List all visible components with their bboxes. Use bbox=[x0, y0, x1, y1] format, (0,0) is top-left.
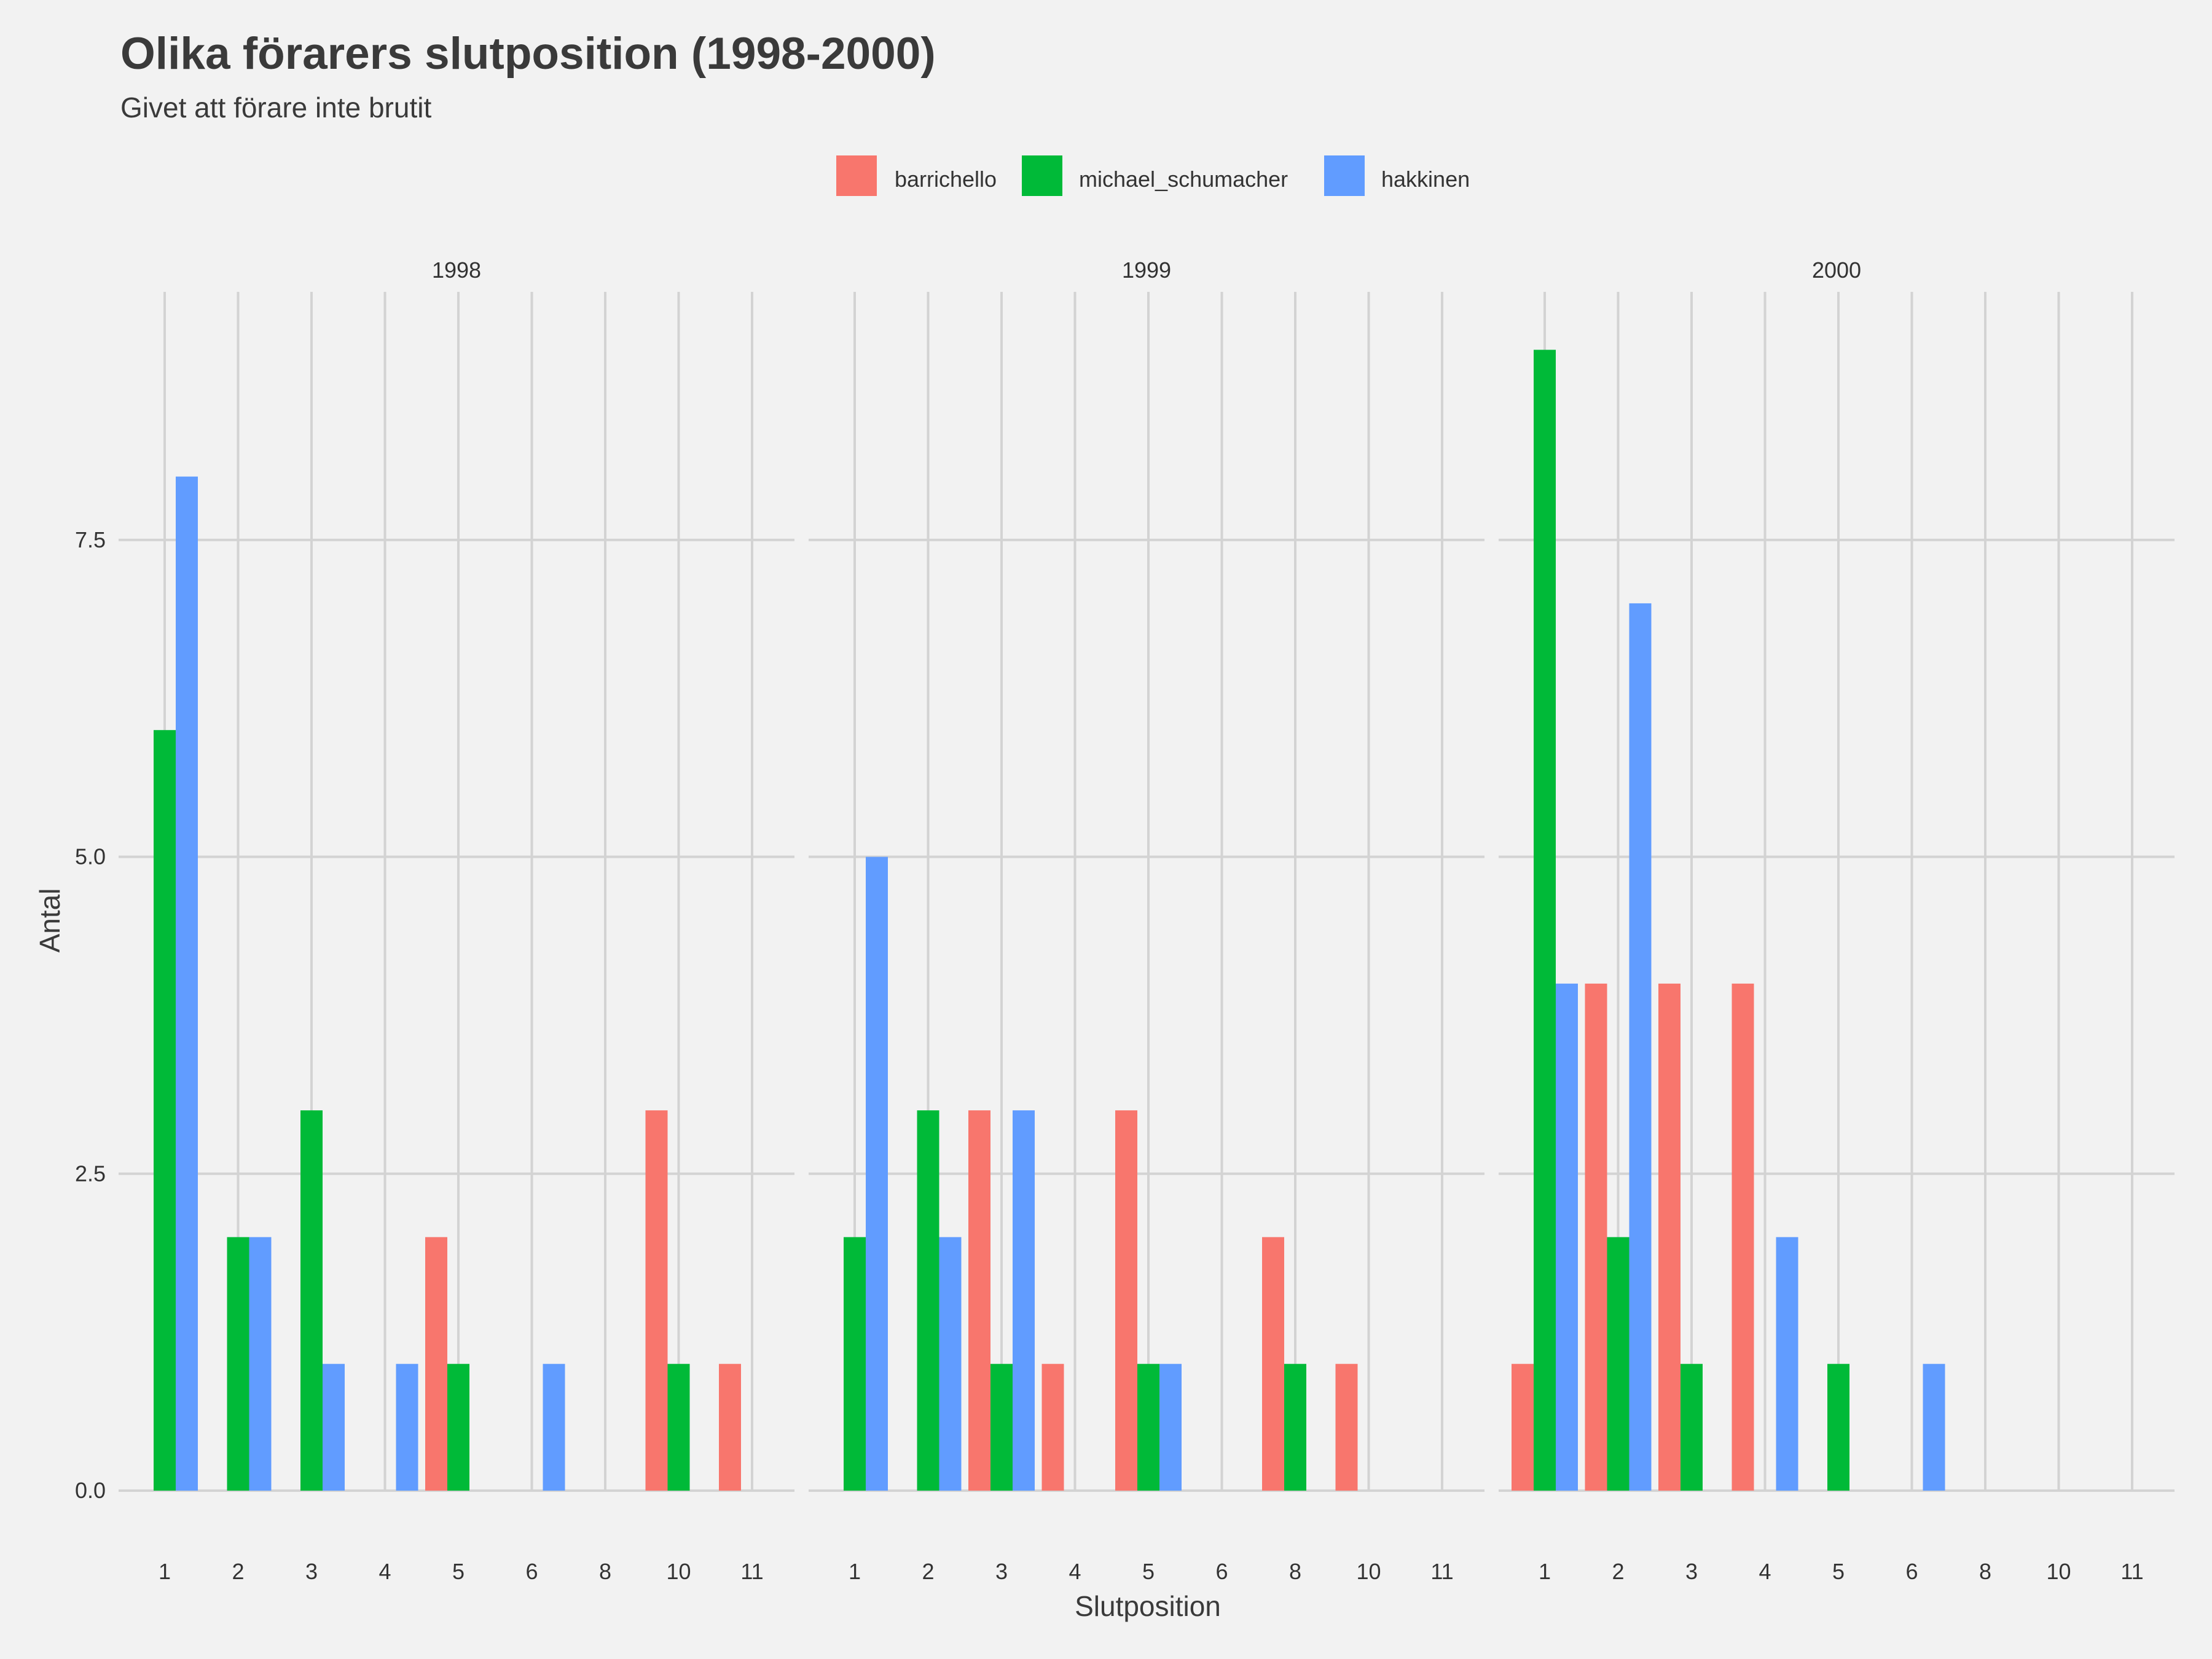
facet-label-2000: 2000 bbox=[1812, 257, 1861, 283]
x-tick-label: 2 bbox=[1612, 1559, 1624, 1584]
bar-michael_schumacher-1999-pos8 bbox=[1284, 1363, 1306, 1491]
x-tick-label: 10 bbox=[2046, 1559, 2071, 1584]
y-tick-label: 0.0 bbox=[75, 1478, 106, 1503]
x-tick-label: 6 bbox=[525, 1559, 538, 1584]
x-tick-label: 3 bbox=[995, 1559, 1008, 1584]
x-tick-label: 11 bbox=[2120, 1559, 2143, 1584]
bar-michael_schumacher-1999-pos2 bbox=[917, 1110, 939, 1491]
bar-barrichello-2000-pos3 bbox=[1658, 983, 1681, 1491]
bar-barrichello-1999-pos10 bbox=[1335, 1363, 1358, 1491]
legend-swatch-hakkinen bbox=[1324, 155, 1365, 196]
bar-hakkinen-1999-pos1 bbox=[866, 857, 888, 1491]
bar-barrichello-1998-pos10 bbox=[645, 1110, 668, 1491]
bar-barrichello-1999-pos3 bbox=[968, 1110, 990, 1491]
x-tick-label: 8 bbox=[1979, 1559, 1991, 1584]
bar-michael_schumacher-1998-pos3 bbox=[300, 1110, 323, 1491]
bar-michael_schumacher-1999-pos3 bbox=[990, 1363, 1013, 1491]
bar-michael_schumacher-1998-pos10 bbox=[667, 1363, 690, 1491]
bar-barrichello-2000-pos2 bbox=[1585, 983, 1607, 1491]
bar-michael_schumacher-1999-pos5 bbox=[1137, 1363, 1159, 1491]
legend: barrichello michael_schumacher hakkinen bbox=[836, 155, 1470, 196]
x-tick-label: 5 bbox=[452, 1559, 465, 1584]
bar-barrichello-2000-pos4 bbox=[1732, 983, 1754, 1491]
x-tick-label: 4 bbox=[1069, 1559, 1081, 1584]
y-tick-label: 5.0 bbox=[75, 844, 106, 869]
x-tick-label: 2 bbox=[232, 1559, 244, 1584]
bar-hakkinen-2000-pos2 bbox=[1629, 603, 1652, 1491]
bar-michael_schumacher-2000-pos3 bbox=[1681, 1363, 1703, 1491]
facet-1998: 1998 1 2 3 4 5 6 8 10 11 bbox=[119, 257, 794, 1584]
legend-swatch-barrichello bbox=[836, 155, 877, 196]
bar-barrichello-1999-pos4 bbox=[1041, 1363, 1064, 1491]
x-tick-label: 10 bbox=[1356, 1559, 1381, 1584]
facet-panels: 1998 1 2 3 4 5 6 8 10 11 1999 1 2 3 4 5 6 8 10 11 2000 1 2 3 4 5 6… bbox=[75, 257, 2175, 1584]
x-tick-label: 3 bbox=[1685, 1559, 1698, 1584]
x-tick-label: 5 bbox=[1142, 1559, 1155, 1584]
x-tick-label: 6 bbox=[1215, 1559, 1228, 1584]
bar-barrichello-1998-pos11 bbox=[719, 1363, 741, 1491]
bar-barrichello-2000-pos1 bbox=[1512, 1363, 1534, 1491]
bar-michael_schumacher-2000-pos1 bbox=[1534, 350, 1556, 1491]
x-tick-label: 6 bbox=[1905, 1559, 1918, 1584]
x-tick-label: 1 bbox=[849, 1559, 861, 1584]
legend-swatch-michael_schumacher bbox=[1022, 155, 1062, 196]
bar-michael_schumacher-2000-pos5 bbox=[1827, 1363, 1849, 1491]
bar-hakkinen-2000-pos4 bbox=[1776, 1237, 1798, 1491]
bar-hakkinen-1998-pos2 bbox=[249, 1237, 272, 1491]
bar-barrichello-1998-pos5 bbox=[425, 1237, 447, 1491]
bar-hakkinen-1998-pos6 bbox=[543, 1363, 565, 1491]
bar-michael_schumacher-1998-pos5 bbox=[447, 1363, 469, 1491]
bar-hakkinen-1998-pos4 bbox=[396, 1363, 418, 1491]
y-axis-title: Antal bbox=[34, 888, 66, 953]
chart-subtitle: Givet att förare inte brutit bbox=[120, 92, 432, 124]
bar-hakkinen-1998-pos1 bbox=[176, 476, 198, 1491]
y-tick-label: 7.5 bbox=[75, 527, 106, 552]
x-tick-label: 5 bbox=[1832, 1559, 1845, 1584]
bar-michael_schumacher-2000-pos2 bbox=[1607, 1237, 1630, 1491]
x-tick-label: 11 bbox=[740, 1559, 763, 1584]
legend-label-barrichello: barrichello bbox=[895, 167, 997, 192]
facet-1999: 1999 1 2 3 4 5 6 8 10 11 bbox=[809, 257, 1484, 1584]
bar-michael_schumacher-1999-pos1 bbox=[844, 1237, 866, 1491]
y-tick-label: 2.5 bbox=[75, 1161, 106, 1186]
bar-hakkinen-1999-pos3 bbox=[1013, 1110, 1035, 1491]
facet-2000: 2000 1 2 3 4 5 6 8 10 11 bbox=[1499, 257, 2175, 1584]
bar-michael_schumacher-1998-pos2 bbox=[227, 1237, 249, 1491]
bar-barrichello-1999-pos8 bbox=[1262, 1237, 1284, 1491]
x-tick-label: 1 bbox=[1539, 1559, 1551, 1584]
x-tick-label: 1 bbox=[159, 1559, 171, 1584]
bar-hakkinen-2000-pos1 bbox=[1556, 983, 1578, 1491]
chart-title: Olika förarers slutposition (1998-2000) bbox=[120, 29, 936, 79]
facet-label-1999: 1999 bbox=[1122, 257, 1171, 283]
facet-label-1998: 1998 bbox=[432, 257, 481, 283]
bar-michael_schumacher-1998-pos1 bbox=[154, 730, 176, 1491]
x-tick-label: 8 bbox=[599, 1559, 611, 1584]
bar-barrichello-1999-pos5 bbox=[1115, 1110, 1137, 1491]
bar-hakkinen-1998-pos3 bbox=[323, 1363, 345, 1491]
x-tick-label: 4 bbox=[378, 1559, 391, 1584]
x-axis-title: Slutposition bbox=[1075, 1590, 1221, 1622]
x-tick-label: 10 bbox=[666, 1559, 691, 1584]
bar-hakkinen-2000-pos6 bbox=[1923, 1363, 1945, 1491]
x-tick-label: 4 bbox=[1759, 1559, 1771, 1584]
x-tick-label: 11 bbox=[1430, 1559, 1453, 1584]
x-tick-label: 2 bbox=[922, 1559, 934, 1584]
bar-hakkinen-1999-pos2 bbox=[939, 1237, 962, 1491]
x-tick-label: 8 bbox=[1289, 1559, 1301, 1584]
x-tick-label: 3 bbox=[305, 1559, 318, 1584]
legend-label-hakkinen: hakkinen bbox=[1381, 167, 1470, 192]
bar-hakkinen-1999-pos5 bbox=[1159, 1363, 1182, 1491]
legend-label-michael_schumacher: michael_schumacher bbox=[1079, 167, 1288, 192]
